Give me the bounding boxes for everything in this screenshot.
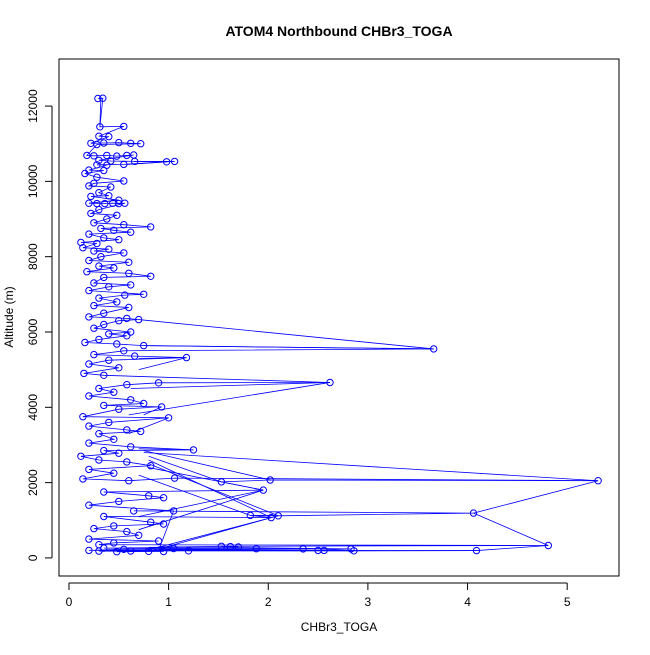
series-segment	[139, 449, 194, 450]
y-tick-label: 6000	[26, 318, 40, 345]
series-segment	[139, 320, 434, 349]
plot-area	[78, 95, 602, 555]
x-axis: 0 1 2 3 4 5	[66, 583, 571, 609]
series-segment	[474, 481, 599, 513]
y-tick-label: 8000	[26, 243, 40, 270]
x-tick-label: 2	[265, 595, 272, 609]
plot-frame	[59, 59, 619, 576]
series-segment	[139, 358, 187, 359]
series-segment	[477, 545, 549, 550]
x-tick-label: 0	[66, 595, 73, 609]
x-tick-label: 3	[365, 595, 372, 609]
series-track-line	[81, 98, 598, 552]
series-points	[78, 95, 602, 555]
x-tick-label: 1	[165, 595, 172, 609]
y-tick-label: 0	[26, 554, 40, 561]
y-axis-label: Altitude (m)	[2, 286, 16, 347]
y-tick-label: 2000	[26, 469, 40, 496]
x-axis-label: CHBr3_TOGA	[301, 620, 377, 634]
y-tick-label: 4000	[26, 394, 40, 421]
y-axis: 0 2000 4000 6000 8000 10000 12000	[26, 89, 52, 561]
y-tick-label: 12000	[26, 89, 40, 123]
chart-title: ATOM4 Northbound CHBr3_TOGA	[225, 23, 452, 39]
x-tick-label: 5	[564, 595, 571, 609]
y-tick-label: 10000	[26, 164, 40, 198]
series-segment	[144, 451, 271, 480]
x-tick-label: 4	[464, 595, 471, 609]
series-segment	[474, 513, 549, 545]
series-segment	[149, 460, 272, 518]
series-lines	[81, 98, 598, 552]
series-segment	[139, 490, 264, 516]
series-segment	[144, 346, 434, 349]
series-segment	[139, 358, 187, 370]
